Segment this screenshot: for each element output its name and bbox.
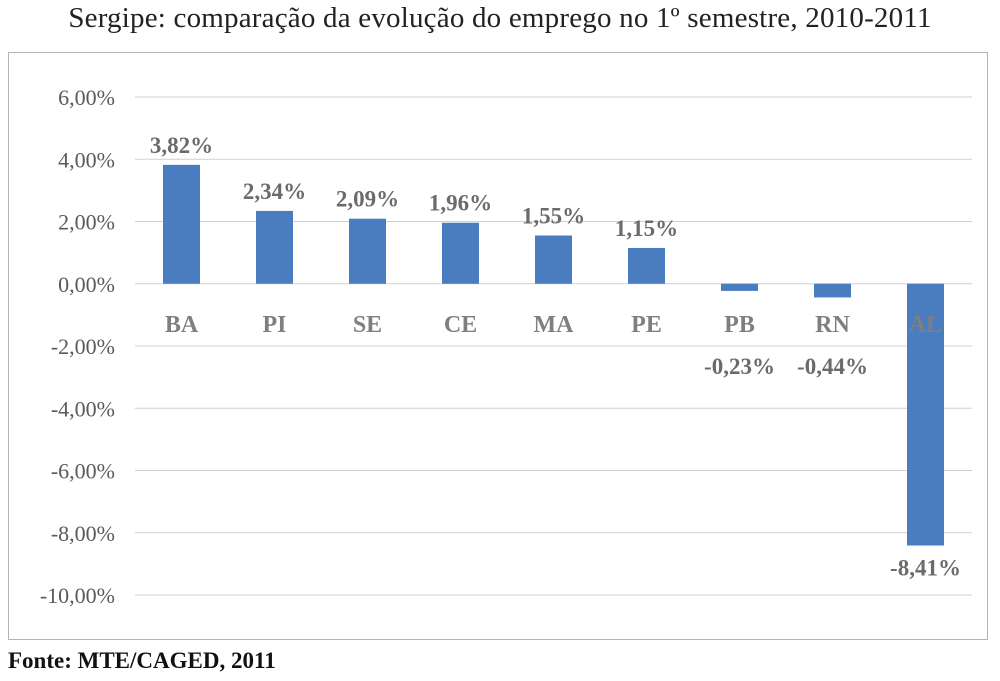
x-tick-label: PI — [263, 312, 287, 338]
y-tick-label: 0,00% — [58, 272, 115, 297]
data-label: 2,09% — [336, 187, 399, 212]
y-tick-label: 4,00% — [58, 147, 115, 172]
source-note: Fonte: MTE/CAGED, 2011 — [8, 648, 276, 673]
bar — [628, 247, 665, 284]
x-tick-label: CE — [444, 312, 477, 338]
chart-frame — [8, 52, 988, 640]
x-tick-label: PB — [724, 312, 755, 338]
data-label: 2,34% — [243, 179, 306, 204]
x-tick-label: PE — [631, 312, 662, 338]
y-tick-label: -4,00% — [51, 396, 115, 421]
x-tick-label: MA — [534, 312, 575, 338]
bar — [163, 164, 200, 284]
y-tick-label: 2,00% — [58, 210, 115, 235]
data-label: 1,96% — [429, 191, 492, 216]
bar — [814, 283, 851, 298]
data-label: -0,23% — [704, 354, 775, 379]
bar — [442, 222, 479, 284]
y-tick-label: -10,00% — [40, 583, 115, 608]
y-tick-label: 6,00% — [58, 85, 115, 110]
y-tick-label: -8,00% — [51, 521, 115, 546]
bar — [349, 218, 386, 284]
y-tick-label: -6,00% — [51, 459, 115, 484]
bar — [907, 283, 944, 546]
bar — [721, 283, 758, 291]
chart-title: Sergipe: comparação da evolução do empre… — [68, 2, 932, 34]
y-tick-label: -2,00% — [51, 334, 115, 359]
bar — [256, 210, 293, 284]
data-label: 3,82% — [150, 133, 213, 158]
data-label: -0,44% — [797, 354, 868, 379]
data-label: -8,41% — [890, 556, 961, 581]
bar — [535, 235, 572, 284]
x-tick-label: BA — [165, 312, 199, 338]
x-tick-label: SE — [353, 312, 382, 338]
data-label: 1,15% — [615, 216, 678, 241]
x-tick-label: RN — [815, 312, 850, 338]
data-label: 1,55% — [522, 204, 585, 229]
x-tick-label: AL — [909, 312, 942, 338]
